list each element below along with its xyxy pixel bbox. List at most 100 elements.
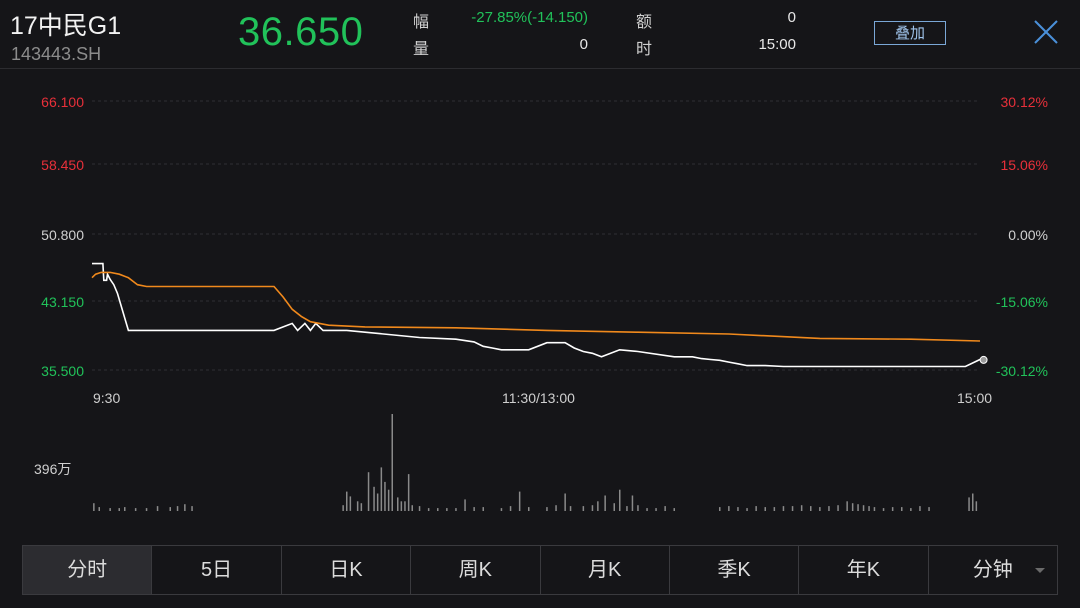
tab-quarterly-k[interactable]: 季K (670, 546, 800, 594)
volume-bar (837, 505, 839, 511)
volume-bar (972, 493, 974, 511)
tab-label: 月K (588, 559, 622, 581)
volume-bar (191, 506, 193, 511)
tab-5day[interactable]: 5日 (152, 546, 282, 594)
volume-bar (176, 506, 179, 511)
volume-bar (646, 508, 648, 511)
volume-bar (719, 507, 721, 511)
volume-bar (975, 501, 978, 511)
volume-bar (509, 506, 512, 511)
tab-daily-k[interactable]: 日K (282, 546, 412, 594)
x-tick: 9:30 (93, 390, 121, 406)
volume-bar (380, 467, 383, 511)
volume-bar (437, 508, 439, 511)
stock-name: 17中民G1 (10, 12, 122, 40)
y-right-tick: 30.12% (1000, 94, 1048, 110)
volume-bar (919, 506, 921, 511)
volume-bar (891, 507, 894, 511)
volume-bar (728, 506, 730, 511)
volume-value: 0 (579, 36, 588, 53)
y-right-tick: -30.12% (995, 363, 1048, 379)
volume-bar (427, 508, 430, 511)
volume-bar (407, 474, 410, 511)
volume-label: 量 (413, 41, 430, 58)
volume-bar (810, 506, 812, 511)
change-label: 幅 (413, 14, 430, 31)
volume-bar (569, 506, 572, 511)
volume-bar (664, 506, 666, 511)
average-price-line (91, 271, 981, 342)
volume-bar (604, 495, 606, 511)
tab-label: 分时 (67, 559, 108, 581)
tab-label: 5日 (201, 559, 233, 581)
volume-bar (564, 493, 566, 511)
tab-weekly-k[interactable]: 周K (411, 546, 541, 594)
price-line (92, 262, 984, 368)
volume-bar (613, 503, 615, 511)
volume-bar (464, 499, 466, 511)
volume-bar (868, 506, 870, 511)
volume-bar (367, 472, 370, 511)
volume-bar (482, 507, 484, 511)
volume-scale-label: 396万 (34, 461, 72, 477)
volume-bar (819, 507, 821, 511)
volume-bar (862, 505, 865, 511)
volume-bar (397, 497, 399, 511)
volume-bar (851, 503, 854, 511)
volume-bar (93, 503, 95, 511)
tab-minute[interactable]: 分钟 (929, 546, 1057, 594)
volume-bar (910, 508, 912, 511)
volume-bar (373, 486, 375, 512)
volume-bar (582, 506, 585, 511)
stock-code: 143443.SH (11, 44, 102, 64)
tab-intraday[interactable]: 分时 (23, 546, 153, 594)
volume-bar (184, 504, 186, 511)
time-label: 时 (636, 41, 653, 58)
y-left-tick: 50.800 (41, 227, 84, 243)
volume-bar (356, 501, 359, 511)
tab-monthly-k[interactable]: 月K (541, 546, 670, 594)
tab-label: 分钟 (972, 559, 1013, 581)
amount-value: 0 (787, 9, 796, 26)
volume-bar (349, 496, 352, 511)
volume-bar (473, 507, 475, 511)
volume-bar (782, 506, 785, 511)
volume-bar (418, 506, 421, 511)
volume-bar (346, 491, 348, 511)
volume-bar (857, 504, 859, 511)
volume-bar (591, 505, 594, 511)
volume-bar (376, 493, 379, 511)
volume-bar (773, 507, 776, 511)
tab-label: 周K (458, 559, 492, 581)
volume-bar (124, 507, 126, 511)
intraday-chart[interactable]: 66.100 58.450 50.800 43.150 35.500 30.12… (0, 69, 1080, 539)
tab-label: 日K (329, 559, 363, 581)
volume-bar (901, 507, 903, 511)
change-value: -27.85%(-14.150) (471, 9, 588, 26)
tab-label: 季K (717, 559, 751, 581)
volume-bar (169, 507, 171, 511)
volume-bar (597, 501, 599, 511)
volume-bar (755, 506, 757, 511)
volume-bar (342, 505, 344, 511)
y-right-tick: 0.00% (1008, 227, 1048, 243)
amount-label: 额 (636, 14, 653, 31)
volume-bar (746, 508, 748, 511)
volume-bar (555, 505, 557, 511)
volume-bar (791, 506, 794, 511)
overlay-button[interactable]: 叠加 (874, 21, 946, 45)
volume-bar (528, 507, 530, 511)
y-left-tick: 43.150 (41, 294, 84, 310)
volume-bar (626, 506, 628, 511)
close-icon[interactable] (1032, 18, 1060, 46)
volume-bar (546, 507, 548, 511)
y-left-tick: 35.500 (41, 363, 84, 379)
tab-yearly-k[interactable]: 年K (799, 546, 929, 594)
chevron-down-icon (1035, 568, 1045, 573)
chart-canvas (91, 100, 988, 512)
volume-bar (411, 505, 413, 511)
volume-bar (637, 505, 639, 511)
volume-bar (134, 508, 137, 511)
x-tick: 15:00 (957, 390, 993, 406)
current-price-dot (979, 355, 988, 364)
